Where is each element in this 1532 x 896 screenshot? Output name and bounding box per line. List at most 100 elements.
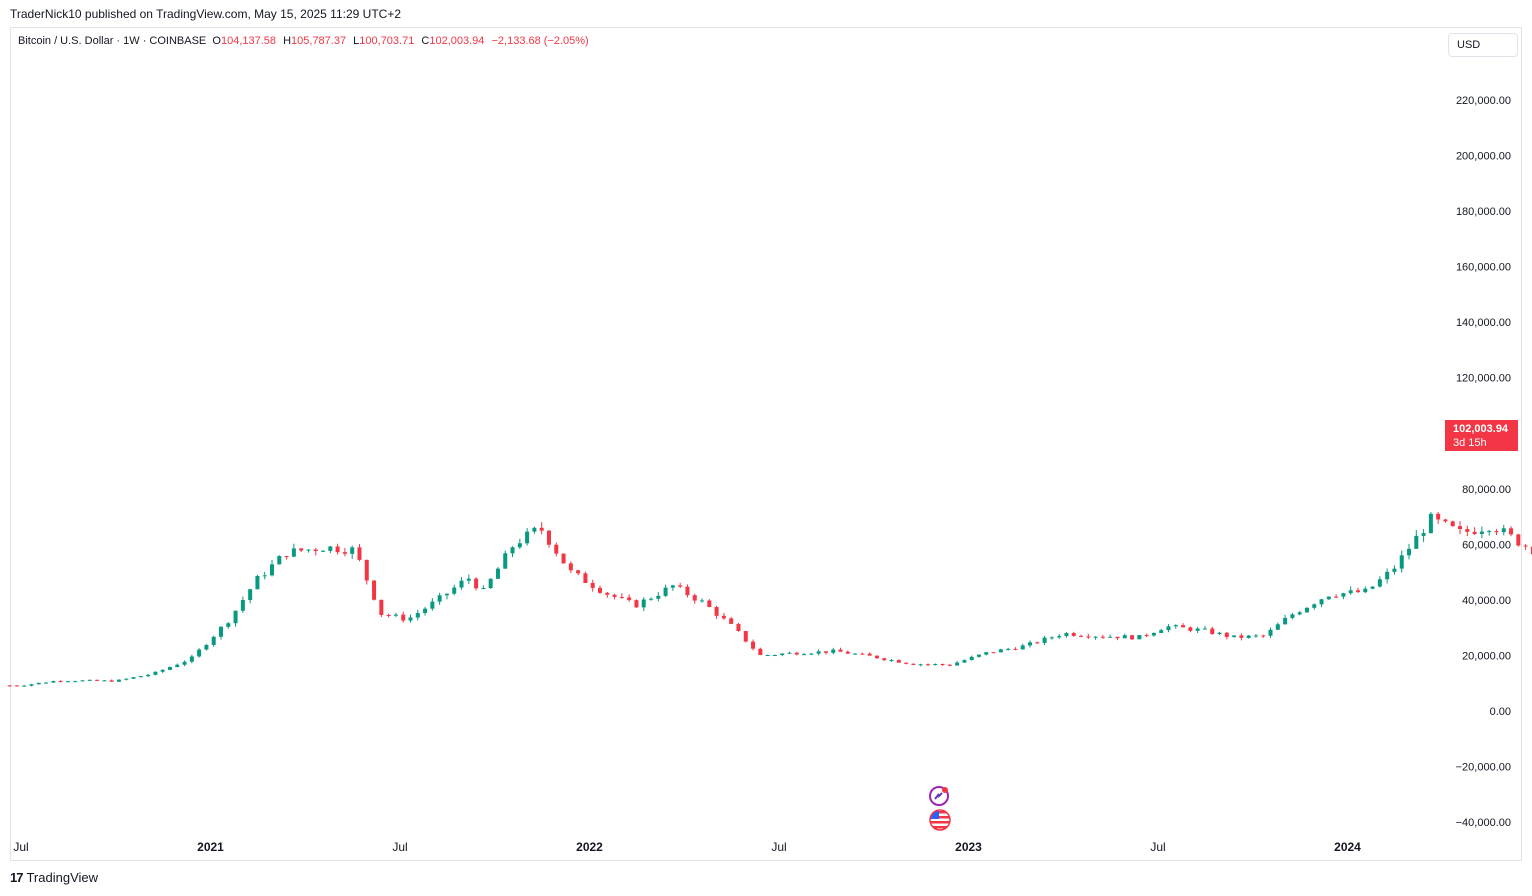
candle-body (1086, 636, 1091, 638)
candle-body (561, 553, 566, 564)
candle-body (823, 651, 828, 653)
candle-body (1246, 635, 1251, 638)
candle-body (218, 626, 223, 637)
candle-body (357, 547, 362, 560)
candle-body (284, 556, 289, 558)
candle-body (1181, 625, 1186, 628)
candle-body (1283, 617, 1288, 625)
last-price: 102,003.94 (1453, 423, 1509, 435)
candle-body (189, 656, 194, 662)
candle-body (1217, 632, 1222, 634)
candle-body (1399, 555, 1404, 569)
candle-body (1421, 533, 1426, 536)
candle-body (73, 681, 78, 683)
us-flag-event-icon[interactable] (929, 809, 951, 831)
x-tick-label: 2022 (576, 840, 603, 854)
candle-body (1436, 513, 1441, 520)
x-tick-label: Jul (771, 840, 786, 854)
candle-body (481, 588, 486, 590)
candle-body (175, 664, 180, 668)
x-tick-label: 2021 (197, 840, 224, 854)
candle-body (393, 614, 398, 616)
candle-body (1472, 531, 1477, 534)
candle-body (1341, 593, 1346, 597)
candle-body (751, 641, 756, 649)
x-tick-label: Jul (1150, 840, 1165, 854)
candle-body (58, 681, 63, 683)
candle-body (299, 548, 304, 551)
candle-body (415, 613, 420, 618)
candle-body (95, 679, 100, 681)
candle-body (495, 568, 500, 579)
candle-body (590, 583, 595, 588)
candle-body (197, 649, 202, 657)
candle-body (729, 618, 734, 624)
candle-body (1195, 628, 1200, 631)
candle-body (605, 592, 610, 595)
candle-body (1028, 642, 1033, 646)
candle-body (1130, 635, 1135, 640)
candle-body (1020, 645, 1025, 650)
candle-body (233, 610, 238, 624)
candle-body (743, 631, 748, 642)
candle-body (167, 667, 172, 670)
candle-body (211, 636, 216, 645)
candle-body (787, 652, 792, 654)
y-tick-label: 0.00 (1490, 706, 1511, 718)
y-tick-label: −20,000.00 (1456, 762, 1511, 774)
candle-body (386, 614, 391, 616)
candle-body (146, 674, 151, 677)
candle-body (911, 663, 916, 665)
candle-body (882, 658, 887, 661)
candle-body (204, 644, 209, 650)
last-price-tag: 102,003.94 3d 15h (1445, 420, 1518, 451)
candle-body (627, 597, 632, 601)
candle-body (1013, 648, 1018, 650)
open-label: O (212, 35, 221, 47)
candle-body (663, 587, 668, 596)
candle-body (488, 578, 493, 589)
candle-body (1035, 642, 1040, 644)
candle-body (1319, 599, 1324, 605)
candle-body (87, 679, 92, 681)
candle-body (226, 623, 231, 627)
y-tick-label: 40,000.00 (1462, 595, 1511, 607)
candle-body (255, 575, 260, 590)
candle-body (874, 655, 879, 659)
tradingview-logo-icon[interactable]: 17 (10, 870, 24, 885)
candle-body (277, 556, 282, 565)
candle-body (1232, 635, 1237, 637)
candle-body (1487, 531, 1492, 533)
candle-body (313, 549, 318, 551)
candle-body (809, 653, 814, 655)
candle-body (867, 653, 872, 656)
candle-body (306, 549, 311, 551)
candle-body (182, 661, 187, 665)
candle-body (1006, 648, 1011, 650)
chart-frame[interactable] (10, 27, 1522, 861)
lightning-news-icon[interactable] (928, 785, 950, 807)
y-tick-label: 120,000.00 (1456, 373, 1511, 385)
candle-body (1115, 636, 1120, 639)
candle-body (1494, 531, 1499, 533)
symbol-name[interactable]: Bitcoin / U.S. Dollar · 1W · COINBASE (18, 35, 207, 47)
candle-body (736, 623, 741, 632)
candle-body (131, 677, 136, 679)
candle-body (1188, 627, 1193, 631)
candle-body (765, 655, 770, 657)
candle-body (1290, 614, 1295, 618)
candle-body (1304, 607, 1309, 613)
tradingview-brand[interactable]: TradingView (26, 870, 99, 885)
candle-body (116, 679, 121, 682)
candle-body (1326, 596, 1331, 600)
currency-button[interactable]: USD (1448, 33, 1518, 57)
candle-body (474, 578, 479, 589)
candle-body (1479, 531, 1484, 534)
candle-body (80, 680, 85, 682)
candle-body (401, 614, 406, 621)
y-tick-label: 200,000.00 (1456, 151, 1511, 163)
candle-body (1108, 636, 1113, 638)
candle-body (124, 678, 129, 680)
candle-body (670, 585, 675, 588)
